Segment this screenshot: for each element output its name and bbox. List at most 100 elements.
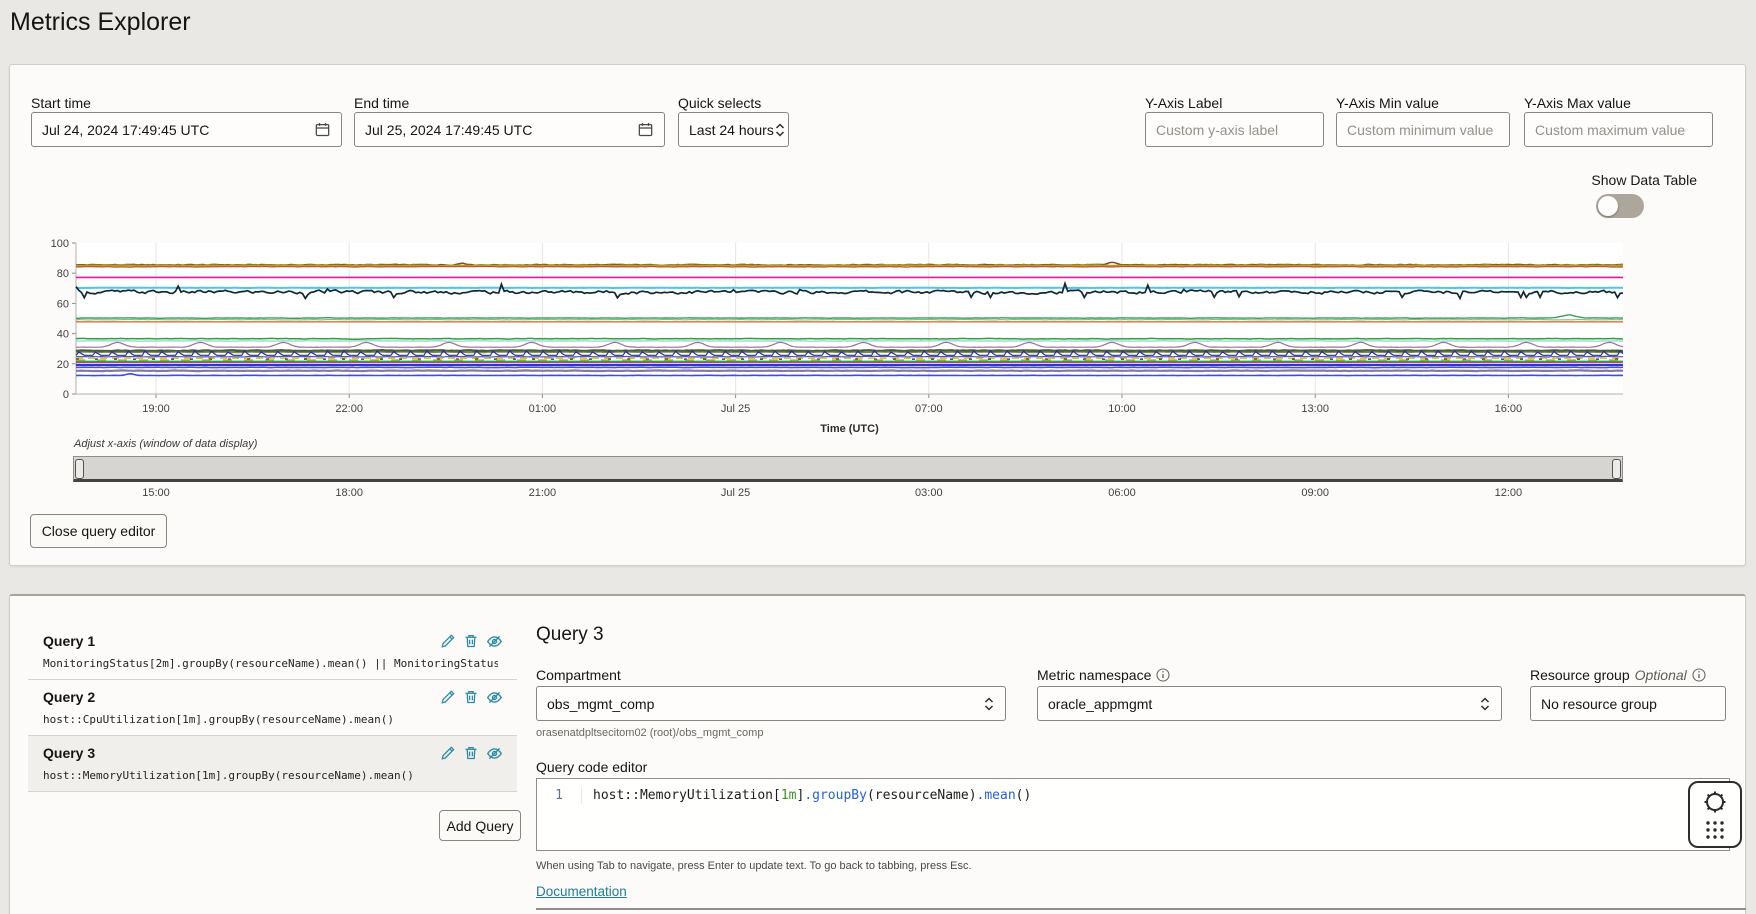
query-code-text[interactable]: host::MemoryUtilization[1m].groupBy(reso… bbox=[582, 787, 1031, 804]
x-axis-title: Time (UTC) bbox=[76, 423, 1623, 435]
toggle-query-visibility-icon[interactable] bbox=[486, 689, 503, 706]
metric-namespace-field: Metric namespace oracle_appmgmt bbox=[1037, 664, 1502, 739]
slider-tick-label: 03:00 bbox=[915, 487, 943, 499]
svg-text:13:00: 13:00 bbox=[1301, 403, 1329, 415]
show-data-table-toggle[interactable] bbox=[1596, 194, 1644, 218]
query-code-editor[interactable]: 1 host::MemoryUtilization[1m].groupBy(re… bbox=[536, 778, 1730, 851]
query-detail-title: Query 3 bbox=[536, 624, 604, 646]
y-axis-label-label: Y-Axis Label bbox=[1145, 95, 1222, 111]
y-axis-min-placeholder: Custom minimum value bbox=[1347, 122, 1499, 138]
adjust-x-axis-label: Adjust x-axis (window of data display) bbox=[74, 438, 257, 450]
svg-text:07:00: 07:00 bbox=[915, 403, 943, 415]
section-divider bbox=[536, 908, 1746, 910]
line-number: 1 bbox=[537, 787, 582, 804]
svg-text:80: 80 bbox=[57, 268, 69, 280]
svg-text:0: 0 bbox=[63, 389, 69, 401]
query-row[interactable]: Query 3 host::MemoryUtilization[1m].grou… bbox=[28, 736, 517, 792]
documentation-link[interactable]: Documentation bbox=[536, 884, 627, 899]
resource-group-value: No resource group bbox=[1541, 696, 1715, 712]
slider-tick-labels: 15:0018:0021:00Jul 2503:0006:0009:0012:0… bbox=[73, 487, 1623, 501]
y-axis-min-input[interactable]: Custom minimum value bbox=[1336, 112, 1510, 147]
metric-namespace-value: oracle_appmgmt bbox=[1048, 696, 1479, 712]
show-data-table-label: Show Data Table bbox=[1524, 172, 1697, 188]
start-time-input[interactable]: Jul 24, 2024 17:49:45 UTC bbox=[31, 112, 342, 147]
y-axis-max-input[interactable]: Custom maximum value bbox=[1524, 112, 1713, 147]
resource-group-optional-tag: Optional bbox=[1635, 667, 1687, 683]
toggle-query-visibility-icon[interactable] bbox=[486, 633, 503, 650]
delete-query-icon[interactable] bbox=[463, 633, 479, 649]
y-axis-label-input[interactable]: Custom y-axis label bbox=[1145, 112, 1324, 147]
slider-right-handle[interactable] bbox=[1612, 459, 1621, 479]
delete-query-icon[interactable] bbox=[463, 745, 479, 761]
select-stepper-icon[interactable] bbox=[774, 122, 786, 138]
editor-help-note: When using Tab to navigate, press Enter … bbox=[536, 860, 972, 872]
metrics-explorer-page: Metrics Explorer Start time Jul 24, 2024… bbox=[0, 0, 1756, 914]
edit-query-icon[interactable] bbox=[440, 633, 456, 649]
select-stepper-icon[interactable] bbox=[1479, 696, 1491, 712]
delete-query-icon[interactable] bbox=[463, 689, 479, 705]
svg-text:22:00: 22:00 bbox=[335, 403, 363, 415]
toggle-query-visibility-icon[interactable] bbox=[486, 745, 503, 762]
quick-selects-dropdown[interactable]: Last 24 hours bbox=[678, 112, 789, 147]
query-title: Query 2 bbox=[43, 688, 502, 706]
query-row[interactable]: Query 1 MonitoringStatus[2m].groupBy(res… bbox=[28, 624, 517, 680]
metric-namespace-select[interactable]: oracle_appmgmt bbox=[1037, 686, 1502, 721]
editor-accessibility-widget[interactable] bbox=[1688, 781, 1742, 848]
query-list: Query 1 MonitoringStatus[2m].groupBy(res… bbox=[28, 624, 517, 792]
x-range-slider[interactable] bbox=[73, 456, 1623, 482]
quick-selects-value: Last 24 hours bbox=[689, 122, 774, 138]
edit-query-icon[interactable] bbox=[440, 689, 456, 705]
compartment-select[interactable]: obs_mgmt_comp bbox=[536, 686, 1006, 721]
page-title: Metrics Explorer bbox=[10, 8, 191, 37]
toggle-knob bbox=[1598, 196, 1618, 216]
slider-tick-label: 15:00 bbox=[142, 487, 170, 499]
drag-handle-dots-icon[interactable] bbox=[1704, 819, 1726, 841]
query-code-editor-label: Query code editor bbox=[536, 759, 647, 775]
end-time-input[interactable]: Jul 25, 2024 17:49:45 UTC bbox=[354, 112, 665, 147]
end-time-label: End time bbox=[354, 95, 409, 111]
slider-tick-label: 21:00 bbox=[529, 487, 557, 499]
resource-group-field: Resource group Optional No resource grou… bbox=[1530, 664, 1726, 739]
query-text: host::MemoryUtilization[1m].groupBy(reso… bbox=[43, 769, 498, 783]
y-axis-label-placeholder: Custom y-axis label bbox=[1156, 122, 1313, 138]
compartment-field: Compartment obs_mgmt_comp orasenatdpltse… bbox=[536, 664, 1006, 739]
svg-text:40: 40 bbox=[57, 329, 69, 341]
add-query-button[interactable]: Add Query bbox=[439, 810, 521, 841]
select-stepper-icon[interactable] bbox=[983, 696, 995, 712]
compartment-label: Compartment bbox=[536, 667, 621, 683]
query-text: MonitoringStatus[2m].groupBy(resourceNam… bbox=[43, 657, 498, 671]
svg-text:01:00: 01:00 bbox=[529, 403, 557, 415]
y-axis-max-placeholder: Custom maximum value bbox=[1535, 122, 1702, 138]
end-time-value: Jul 25, 2024 17:49:45 UTC bbox=[365, 122, 637, 138]
accessibility-wheel-icon[interactable] bbox=[1702, 789, 1728, 815]
metric-namespace-label: Metric namespace bbox=[1037, 667, 1151, 683]
slider-tick-label: 06:00 bbox=[1108, 487, 1136, 499]
resource-group-select[interactable]: No resource group bbox=[1530, 686, 1726, 721]
svg-text:Jul 25: Jul 25 bbox=[721, 403, 750, 415]
edit-query-icon[interactable] bbox=[440, 745, 456, 761]
svg-text:20: 20 bbox=[57, 359, 69, 371]
code-line: 1 host::MemoryUtilization[1m].groupBy(re… bbox=[537, 787, 1729, 804]
compartment-hint: orasenatdpltsecitom02 (root)/obs_mgmt_co… bbox=[536, 727, 1006, 739]
y-axis-max-label: Y-Axis Max value bbox=[1524, 95, 1631, 111]
metrics-chart: 19:0022:0001:00Jul 2507:0010:0013:0016:0… bbox=[40, 236, 1640, 421]
start-time-value: Jul 24, 2024 17:49:45 UTC bbox=[42, 122, 314, 138]
svg-text:100: 100 bbox=[51, 238, 69, 250]
query-title: Query 1 bbox=[43, 632, 502, 650]
query-row[interactable]: Query 2 host::CpuUtilization[1m].groupBy… bbox=[28, 680, 517, 736]
svg-text:10:00: 10:00 bbox=[1108, 403, 1136, 415]
query-detail-fields: Compartment obs_mgmt_comp orasenatdpltse… bbox=[536, 664, 1730, 739]
slider-left-handle[interactable] bbox=[75, 459, 84, 479]
calendar-icon[interactable] bbox=[637, 121, 654, 138]
slider-tick-label: 18:00 bbox=[335, 487, 363, 499]
calendar-icon[interactable] bbox=[314, 121, 331, 138]
slider-tick-label: 09:00 bbox=[1301, 487, 1329, 499]
slider-tick-label: 12:00 bbox=[1495, 487, 1523, 499]
quick-selects-label: Quick selects bbox=[678, 95, 761, 111]
compartment-value: obs_mgmt_comp bbox=[547, 696, 983, 712]
info-icon[interactable] bbox=[1692, 668, 1706, 682]
query-title: Query 3 bbox=[43, 744, 502, 762]
close-query-editor-button[interactable]: Close query editor bbox=[30, 514, 167, 548]
info-icon[interactable] bbox=[1156, 668, 1170, 682]
svg-text:60: 60 bbox=[57, 298, 69, 310]
